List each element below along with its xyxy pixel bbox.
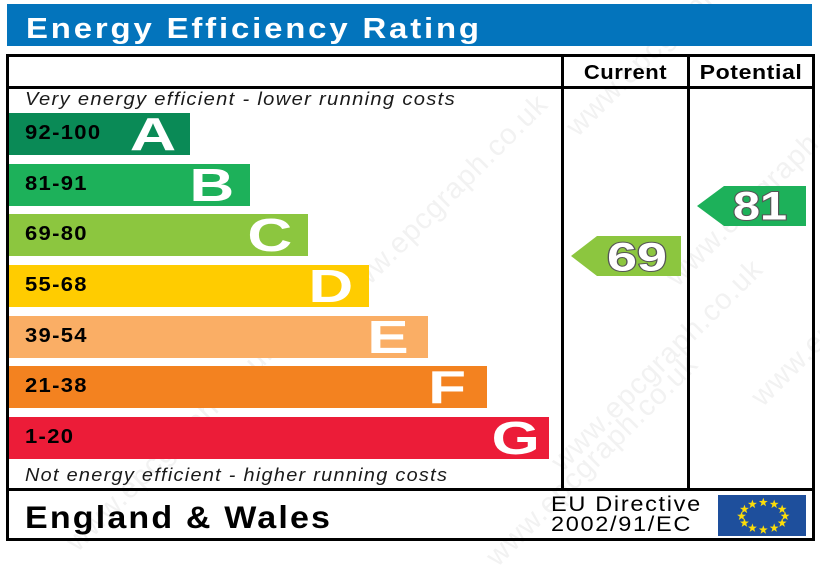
svg-text:81: 81 [733,186,787,226]
svg-text:69: 69 [607,236,667,276]
